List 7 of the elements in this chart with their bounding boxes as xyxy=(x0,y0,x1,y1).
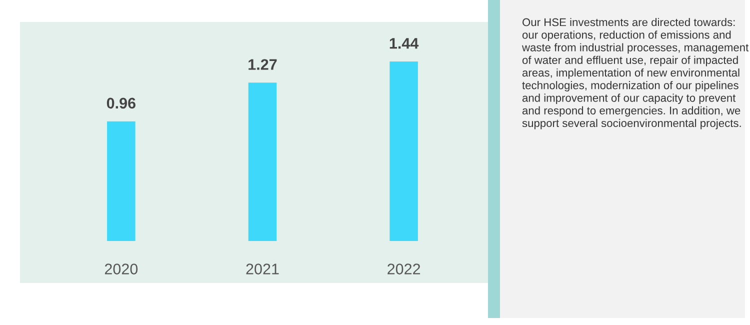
x-tick-label: 2022 xyxy=(388,264,420,274)
data-label: 1.44 xyxy=(390,38,419,49)
data-label: 1.27 xyxy=(248,59,277,70)
x-tick-label: 2020 xyxy=(104,264,138,274)
data-label: 0.96 xyxy=(106,98,136,109)
x-tick-label: 2021 xyxy=(246,264,279,274)
text: Our HSE investments are directed towards: our operations, reduction of emissions and waste from industrial processes, management of water and effluent use, repair of impacted areas, implementation of new environmental technologies, modernization of our pipelines and improvement of our capacity to prevent and respond to emergencies. In addition, we support several socioenvironmental projects. xyxy=(522,18,749,130)
